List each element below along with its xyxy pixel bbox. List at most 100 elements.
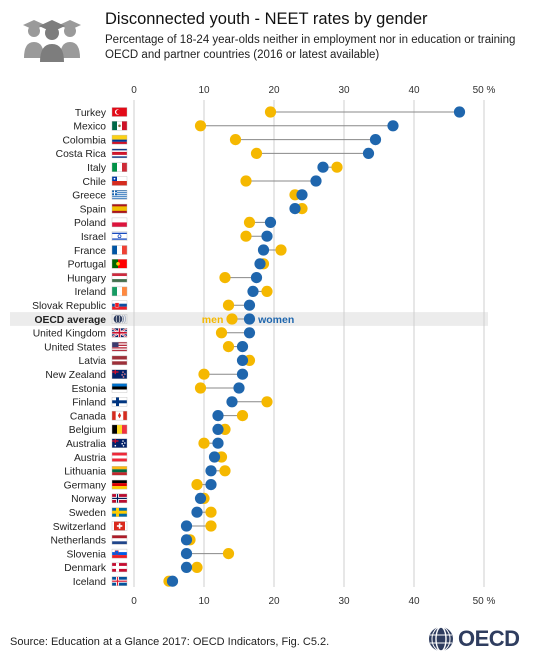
oecd-logo: OECD [428,624,528,654]
women-point [250,272,263,284]
turkey-flag-icon [111,107,128,117]
women-point [205,479,217,491]
men-point [222,341,235,353]
men-point [198,368,210,380]
men-point [243,216,256,228]
x-tick-label-bottom: 30 [338,596,350,607]
country-label: Denmark [64,563,107,574]
subtitle-line-1: Percentage of 18-24 year-olds neither in… [105,34,516,46]
country-label: Canada [70,411,106,422]
legend-label-men: men [202,314,224,326]
colombia-flag-icon [111,134,128,145]
new-zealand-flag-icon [111,369,128,379]
oecd-logo-icon [111,314,128,324]
women-point [236,354,249,366]
men-point [222,299,235,311]
x-tick-label-bottom: 20 [268,596,280,607]
x-tick-label-top: 10 [198,85,210,96]
neet-dot-plot: 0 0 10 10 20 20 30 30 40 40 50 % 50 % Turkey Mexico Co… [10,85,496,607]
mexico-flag-icon [111,121,128,131]
women-point [236,368,249,380]
slovenia-flag-icon [111,548,128,559]
x-tick-label-top: 30 [338,85,350,96]
country-label: Estonia [72,384,107,395]
united-states-flag-icon [111,341,128,352]
country-label: Greece [72,191,106,202]
source-note: Source: Education at a Glance 2017: OECD… [10,636,330,648]
italy-flag-icon [111,162,128,172]
australia-flag-icon [111,438,128,448]
finland-flag-icon [111,397,128,407]
iceland-flag-icon [111,576,128,586]
portugal-flag-icon [111,259,128,269]
spain-flag-icon [111,203,128,214]
women-point [194,492,207,504]
x-tick-label-top: 20 [268,85,280,96]
country-label: Poland [74,218,106,229]
country-label: Costa Rica [56,149,107,160]
country-label: Norway [71,494,107,505]
country-label: France [74,246,106,257]
x-tick-label-top: 0 [131,85,137,96]
women-point [208,451,221,463]
x-tick-label-top: 50 % [473,85,496,96]
women-point [180,520,193,532]
ireland-flag-icon [111,286,128,297]
women-point [243,299,256,311]
hungary-flag-icon [111,272,128,283]
country-label: Slovenia [67,549,107,560]
sweden-flag-icon [111,507,128,517]
women-point [212,423,224,435]
women-point [317,161,329,173]
women-point [264,216,277,228]
women-point [310,175,322,187]
country-label: Austria [74,453,106,464]
country-label: Latvia [79,356,107,367]
country-label: OECD average [34,315,106,326]
men-point [191,479,203,491]
men-point [261,396,273,408]
men-point [205,506,217,518]
country-label: Australia [66,439,106,450]
israel-flag-icon [111,231,128,241]
germany-flag-icon [111,479,128,490]
country-label: Ireland [75,287,107,298]
graduates-group-icon [23,20,81,62]
country-label: Italy [87,163,107,174]
chile-flag-icon [111,176,128,186]
country-label: Turkey [75,108,107,119]
belgium-flag-icon [111,424,128,435]
x-tick-label-bottom: 0 [131,596,137,607]
men-point [191,561,203,574]
men-point [198,437,210,449]
women-point [257,244,270,256]
x-tick-label-bottom: 40 [408,596,420,607]
legend-label-women: women [257,314,294,326]
men-point [194,120,207,132]
women-point [226,396,238,408]
x-tick-label-top: 40 [408,85,420,96]
women-point [180,548,193,560]
men-point [264,106,277,118]
x-tick-label-bottom: 50 % [473,596,496,607]
women-point [247,285,259,297]
slovak-republic-flag-icon [111,300,128,310]
women-point [296,189,308,201]
country-label: Lithuania [64,467,106,478]
women-point [180,534,193,546]
women-point [254,258,266,270]
country-label: Portugal [68,260,106,271]
women-point [453,106,466,118]
men-point [229,134,242,146]
men-point [215,327,228,339]
country-label: United States [44,342,106,353]
women-point [166,575,179,587]
women-point [212,437,224,449]
country-label: Colombia [63,135,107,146]
country-label: Finland [72,398,106,409]
women-point [362,147,375,159]
men-point [250,147,263,159]
men-point [194,382,207,394]
women-point [236,341,249,353]
men-point [205,520,217,532]
